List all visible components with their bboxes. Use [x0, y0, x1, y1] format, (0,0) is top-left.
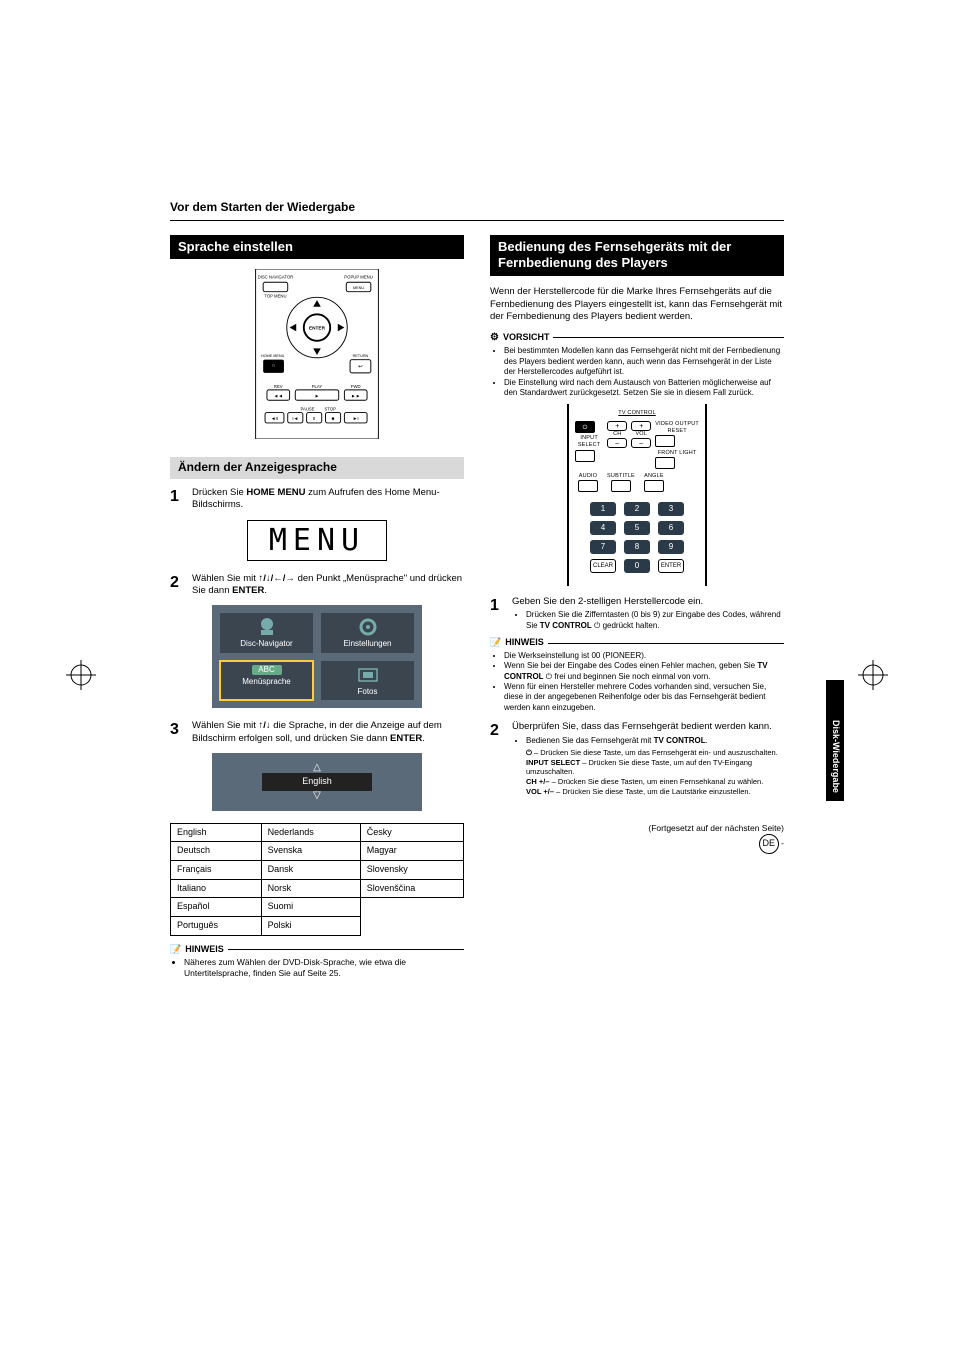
right-step-2-text: Überprüfen Sie, dass das Fernsehgerät be… — [512, 721, 784, 796]
lang-cell: Dansk — [261, 860, 360, 879]
lbl-home: HOME MENU — [261, 354, 285, 358]
step-3-text: Wählen Sie mit ↑/↓ die Sprache, in der d… — [192, 720, 464, 745]
tile-disc-navigator: Disc-Navigator — [220, 613, 313, 652]
svg-text:⌂: ⌂ — [272, 364, 275, 369]
lang-cell: Suomi — [261, 898, 360, 917]
tv-op-line: ⏻ – Drücken Sie diese Taste, um das Fern… — [526, 748, 784, 758]
menu-display: MENU — [247, 520, 387, 561]
left-column: Sprache einstellen DISC NAVIGATOR POPUP … — [170, 235, 464, 980]
svg-text:►►: ►► — [351, 395, 360, 400]
intro-text: Wenn der Herstellercode für die Marke Ih… — [490, 286, 784, 323]
svg-text:↩: ↩ — [358, 365, 363, 371]
step-1-number: 1 — [170, 487, 184, 512]
step-2-number: 2 — [170, 573, 184, 598]
section-title-left: Sprache einstellen — [170, 235, 464, 260]
svg-text:►I: ►I — [353, 417, 359, 423]
language-picker: △ English ▽ — [212, 753, 422, 811]
registration-mark-icon — [66, 660, 96, 690]
svg-text:PLAY: PLAY — [312, 384, 323, 389]
caution-label: VORSICHT — [490, 331, 784, 344]
step-2-text: Wählen Sie mit ↑/↓/←/→ den Punkt „Menüsp… — [192, 573, 464, 598]
svg-text:FWD: FWD — [351, 384, 361, 389]
lang-cell: Italiano — [171, 879, 262, 898]
step-1-text: Drücken Sie HOME MENU zum Aufrufen des H… — [192, 487, 464, 512]
svg-text:◄II: ◄II — [271, 417, 278, 423]
lbl-return: RETURN — [353, 354, 369, 358]
tv-op-line: INPUT SELECT – Drücken Sie diese Taste, … — [526, 758, 784, 778]
lang-cell: Česky — [360, 823, 463, 842]
number-pad: 123 456 789 CLEAR0ENTER — [575, 502, 699, 573]
tile-photos: Fotos — [321, 661, 414, 700]
note-icon — [490, 637, 501, 649]
svg-text:◄◄: ◄◄ — [274, 395, 283, 400]
side-tab: Disk-Wiedergabe — [826, 680, 844, 801]
svg-text:II: II — [313, 417, 316, 423]
step-3-number: 3 — [170, 720, 184, 745]
language-table: EnglishNederlandsČesky DeutschSvenskaMagy… — [170, 823, 464, 936]
right-step-1-number: 1 — [490, 596, 504, 631]
note-item: Die Werkseinstellung ist 00 (PIONEER). — [504, 651, 784, 661]
right-step-2-number: 2 — [490, 721, 504, 796]
selected-language: English — [262, 773, 372, 791]
svg-text:PAUSE: PAUSE — [301, 407, 315, 412]
note-label-left: HINWEIS — [170, 944, 464, 956]
lang-cell: Svenska — [261, 842, 360, 861]
lang-cell: Deutsch — [171, 842, 262, 861]
notes-right: Die Werkseinstellung ist 00 (PIONEER).We… — [490, 651, 784, 713]
lang-cell: English — [171, 823, 262, 842]
tile-menu-language: ABC Menüsprache — [220, 661, 313, 700]
page-header: Vor dem Starten der Wiedergabe — [170, 200, 784, 221]
svg-text:■: ■ — [332, 418, 335, 423]
svg-text:STOP: STOP — [324, 407, 336, 412]
tv-op-line: VOL +/– – Drücken Sie diese Taste, um di… — [526, 787, 784, 797]
subheading-change-lang: Ändern der Anzeigesprache — [170, 457, 464, 479]
tv-op-line: CH +/– – Drücken Sie diese Tasten, um ei… — [526, 777, 784, 787]
section-title-right: Bedienung des Fernsehgeräts mit der Fern… — [490, 235, 784, 277]
caution-item: Die Einstellung wird nach dem Austausch … — [504, 378, 784, 399]
lbl-enter: ENTER — [309, 326, 326, 332]
lang-cell: Nederlands — [261, 823, 360, 842]
caution-icon — [490, 331, 499, 344]
note-label-right: HINWEIS — [490, 637, 784, 649]
lang-cell: Norsk — [261, 879, 360, 898]
lang-cell: Slovenščina — [360, 879, 463, 898]
lang-cell: Français — [171, 860, 262, 879]
right-column: Bedienung des Fernsehgeräts mit der Fern… — [490, 235, 784, 980]
up-triangle-icon: △ — [220, 763, 414, 773]
lang-cell: Polski — [261, 917, 360, 936]
note-item: Wenn Sie bei der Eingabe des Codes einen… — [504, 661, 784, 682]
right-step-1-text: Geben Sie den 2-stelligen Herstellercode… — [512, 596, 784, 631]
lang-cell — [360, 898, 463, 917]
lang-cell: Slovensky — [360, 860, 463, 879]
lang-cell: Magyar — [360, 842, 463, 861]
lbl-top-menu: TOP MENU — [264, 294, 286, 299]
continued-note: (Fortgesetzt auf der nächsten Seite) DE … — [490, 823, 784, 854]
caution-item: Bei bestimmten Modellen kann das Fernseh… — [504, 346, 784, 377]
home-menu-tiles: Disc-Navigator Einstellungen ABC Menüspr… — [212, 605, 422, 708]
lang-cell: Español — [171, 898, 262, 917]
svg-text:►: ► — [315, 395, 320, 400]
lang-cell — [360, 917, 463, 936]
tv-control-remote: TV CONTROL ⏻ INPUT SELECT + CH – + VOL – — [567, 404, 707, 586]
svg-text:REV: REV — [274, 384, 283, 389]
notes-left: Näheres zum Wählen der DVD-Disk-Sprache,… — [170, 957, 464, 979]
remote-diagram: DISC NAVIGATOR POPUP MENU TOP MENU MENU … — [252, 269, 382, 439]
svg-text:I◄: I◄ — [292, 417, 298, 423]
tile-settings: Einstellungen — [321, 613, 414, 652]
registration-mark-icon — [858, 660, 888, 690]
down-triangle-icon: ▽ — [220, 791, 414, 801]
note-icon — [170, 944, 181, 956]
lbl-popup: POPUP MENU — [344, 275, 373, 280]
lbl-disc-nav: DISC NAVIGATOR — [258, 275, 294, 280]
lbl-menu: MENU — [353, 286, 364, 290]
lang-cell: Português — [171, 917, 262, 936]
note-item: Wenn für einen Hersteller mehrere Codes … — [504, 682, 784, 713]
page-marker: DE — [759, 834, 779, 854]
caution-list: Bei bestimmten Modellen kann das Fernseh… — [490, 346, 784, 398]
